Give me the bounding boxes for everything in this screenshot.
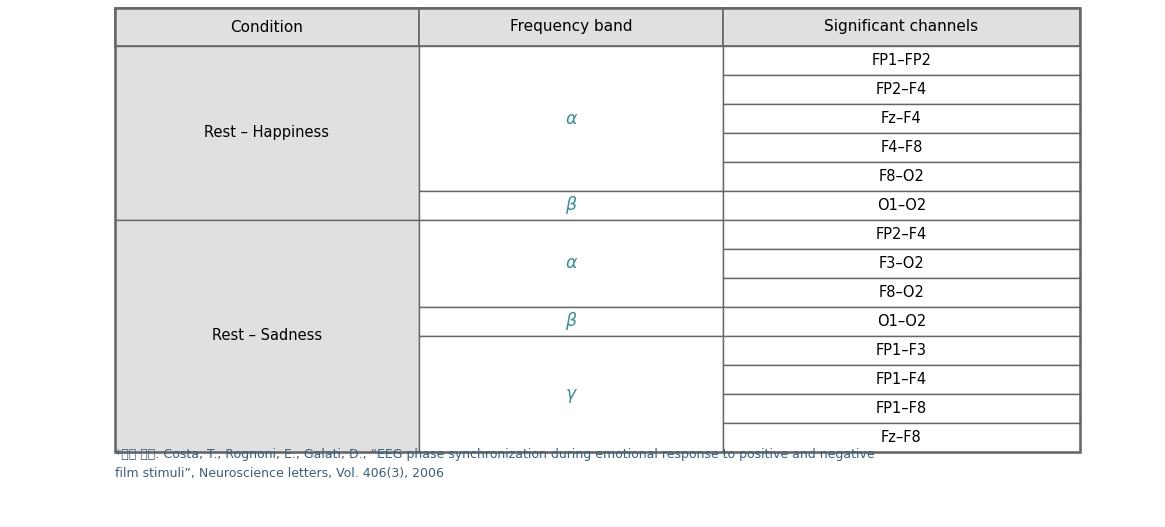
Bar [723,336,1080,365]
Bar [723,75,1080,104]
Text: FP1–F3: FP1–F3 [876,343,927,358]
Bar [723,394,1080,423]
Text: FP2–F4: FP2–F4 [876,82,927,97]
Text: Rest – Sadness: Rest – Sadness [212,328,322,344]
Bar [419,8,723,46]
Bar [723,8,1080,46]
Bar [115,220,419,452]
Bar [723,191,1080,220]
Text: Rest – Happiness: Rest – Happiness [205,125,330,141]
Text: β: β [565,197,577,214]
Bar [723,278,1080,307]
Text: β: β [565,313,577,330]
Bar [419,220,723,307]
Text: Fz–F4: Fz–F4 [881,111,922,126]
Bar [723,46,1080,75]
Bar [419,191,723,220]
Text: F4–F8: F4–F8 [881,140,923,155]
Bar [723,104,1080,133]
Text: FP2–F4: FP2–F4 [876,227,927,242]
Text: O1–O2: O1–O2 [877,314,926,329]
Bar [723,423,1080,452]
Bar [419,336,723,452]
Text: FP1–FP2: FP1–FP2 [871,53,932,68]
Text: *관련 논문: Costa, T., Rognoni, E., Galati, D., “EEG phase synchronization during em: *관련 논문: Costa, T., Rognoni, E., Galati, … [115,448,875,480]
Bar [115,46,419,220]
Text: FP1–F4: FP1–F4 [876,372,927,387]
Bar [723,162,1080,191]
Text: F3–O2: F3–O2 [878,256,924,271]
Bar [115,8,419,46]
Text: α: α [565,110,577,128]
Bar [723,133,1080,162]
Text: O1–O2: O1–O2 [877,198,926,213]
Text: α: α [565,255,577,272]
Bar [115,8,1080,452]
Text: Fz–F8: Fz–F8 [881,430,922,445]
Text: γ: γ [566,385,576,403]
Text: FP1–F8: FP1–F8 [876,401,927,416]
Bar [723,365,1080,394]
Text: Condition: Condition [231,19,303,34]
Text: Frequency band: Frequency band [510,19,633,34]
Text: Significant channels: Significant channels [825,19,979,34]
Bar [723,220,1080,249]
Bar [723,307,1080,336]
Text: F8–O2: F8–O2 [878,285,924,300]
Bar [419,46,723,191]
Bar [723,249,1080,278]
Text: F8–O2: F8–O2 [878,169,924,184]
Bar [419,307,723,336]
